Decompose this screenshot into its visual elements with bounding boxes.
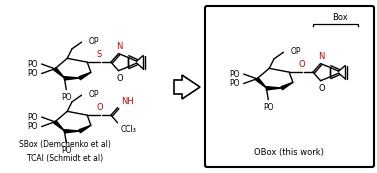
- Polygon shape: [267, 87, 282, 90]
- Polygon shape: [79, 72, 91, 80]
- Text: N: N: [318, 52, 325, 61]
- Text: OBox (this work): OBox (this work): [254, 148, 324, 157]
- Text: Box: Box: [332, 13, 348, 22]
- Text: O: O: [96, 103, 103, 112]
- Polygon shape: [64, 130, 80, 133]
- Polygon shape: [64, 77, 80, 80]
- FancyBboxPatch shape: [205, 6, 374, 167]
- Text: SBox (Demchenko et al): SBox (Demchenko et al): [19, 140, 111, 149]
- Text: PO: PO: [61, 146, 72, 155]
- Polygon shape: [79, 125, 91, 133]
- Polygon shape: [54, 68, 64, 78]
- Polygon shape: [54, 121, 64, 131]
- Text: PO: PO: [27, 60, 38, 69]
- Text: PO: PO: [229, 70, 240, 79]
- Text: O: O: [298, 60, 305, 69]
- Polygon shape: [174, 75, 200, 99]
- Text: PO: PO: [27, 122, 38, 131]
- Text: TCAl (Schmidt et al): TCAl (Schmidt et al): [27, 154, 103, 163]
- Text: PO: PO: [263, 103, 274, 112]
- Polygon shape: [256, 78, 267, 88]
- Text: PO: PO: [61, 93, 72, 102]
- Text: OP: OP: [89, 37, 99, 46]
- Text: O: O: [116, 74, 123, 83]
- Text: OP: OP: [291, 47, 301, 56]
- Polygon shape: [281, 82, 293, 90]
- Text: O: O: [318, 84, 325, 93]
- Text: NH: NH: [122, 97, 134, 106]
- Text: N: N: [116, 42, 123, 51]
- Text: CCl₃: CCl₃: [121, 125, 136, 134]
- Text: PO: PO: [229, 79, 240, 88]
- Text: OP: OP: [89, 90, 99, 99]
- Text: PO: PO: [27, 113, 38, 122]
- Text: S: S: [97, 50, 102, 59]
- Text: PO: PO: [27, 69, 38, 78]
